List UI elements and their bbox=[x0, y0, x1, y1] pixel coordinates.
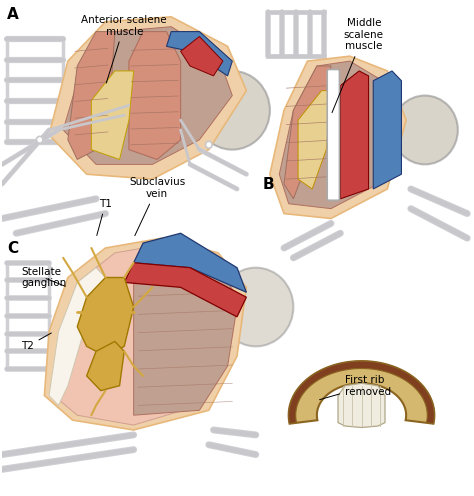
Polygon shape bbox=[166, 32, 232, 76]
Polygon shape bbox=[129, 32, 181, 160]
Text: Stellate
ganglion: Stellate ganglion bbox=[21, 267, 66, 288]
Polygon shape bbox=[63, 27, 232, 164]
Polygon shape bbox=[279, 61, 397, 209]
Circle shape bbox=[206, 141, 212, 148]
Polygon shape bbox=[49, 268, 105, 405]
Text: A: A bbox=[7, 7, 18, 22]
Polygon shape bbox=[181, 37, 223, 76]
Polygon shape bbox=[340, 71, 369, 199]
Polygon shape bbox=[87, 341, 124, 391]
Polygon shape bbox=[91, 71, 134, 160]
Polygon shape bbox=[77, 277, 134, 356]
Polygon shape bbox=[68, 32, 115, 160]
Polygon shape bbox=[284, 66, 331, 199]
Circle shape bbox=[218, 268, 293, 346]
Text: Middle
scalene
muscle: Middle scalene muscle bbox=[332, 18, 384, 113]
FancyBboxPatch shape bbox=[327, 69, 339, 200]
Text: T1: T1 bbox=[97, 199, 112, 236]
Polygon shape bbox=[45, 238, 246, 430]
Circle shape bbox=[36, 136, 43, 143]
Polygon shape bbox=[289, 361, 434, 424]
Text: Anterior scalene
muscle: Anterior scalene muscle bbox=[82, 15, 167, 83]
Circle shape bbox=[392, 96, 458, 164]
Text: T2: T2 bbox=[21, 333, 51, 351]
Polygon shape bbox=[270, 56, 406, 219]
Text: B: B bbox=[263, 177, 274, 191]
Circle shape bbox=[195, 71, 270, 150]
Text: Subclavius
vein: Subclavius vein bbox=[129, 177, 185, 236]
Polygon shape bbox=[134, 233, 246, 292]
Polygon shape bbox=[49, 17, 246, 179]
Polygon shape bbox=[134, 243, 237, 415]
Polygon shape bbox=[373, 71, 401, 189]
Polygon shape bbox=[298, 91, 331, 189]
Polygon shape bbox=[289, 361, 434, 424]
Polygon shape bbox=[54, 243, 237, 425]
Text: C: C bbox=[7, 241, 18, 255]
Polygon shape bbox=[124, 263, 246, 317]
Polygon shape bbox=[338, 383, 385, 428]
Text: First rib
removed: First rib removed bbox=[319, 375, 391, 400]
